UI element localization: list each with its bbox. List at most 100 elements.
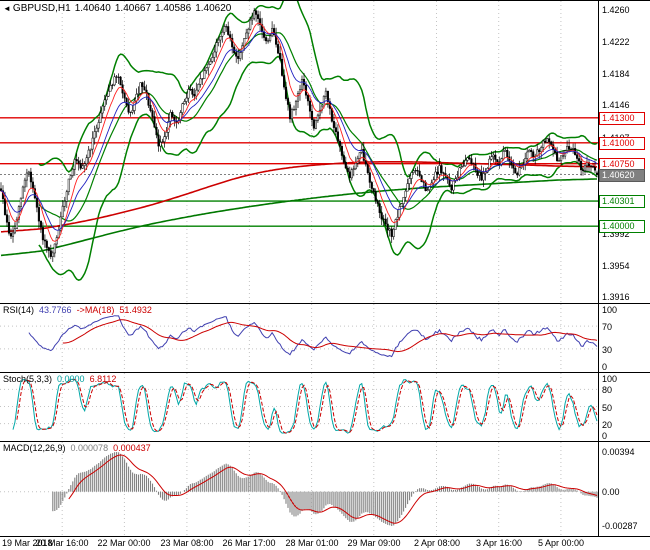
candle-body (19, 197, 22, 207)
candle-body (143, 86, 146, 91)
time-axis-label: 29 Mar 09:00 (347, 538, 401, 548)
candle-body (273, 28, 276, 36)
candle-body (530, 149, 533, 152)
candle-body (464, 160, 467, 167)
stoch-axis-label: 80 (602, 385, 613, 395)
candle-body (476, 169, 479, 176)
candle-body (49, 250, 52, 257)
fast-ma-blue-line (0, 30, 598, 231)
rsi-value: 43.7766 (39, 305, 72, 315)
candle-body (410, 172, 413, 179)
candle-body (5, 214, 9, 223)
candle-body (169, 112, 172, 122)
candle-body (514, 167, 517, 174)
rsi-ma-line (62, 319, 598, 353)
candle-body (314, 120, 317, 129)
candle-body (540, 147, 543, 152)
price-axis-label: 1.4222 (602, 37, 630, 47)
candle-body (183, 101, 186, 105)
rsi-axis-label: 100 (602, 305, 618, 315)
candle-body (312, 119, 315, 129)
candle-body (209, 61, 212, 65)
candle-body (249, 19, 252, 30)
candle-body (412, 170, 415, 173)
candle-body (310, 110, 314, 120)
macd-axis-label: -0.00287 (602, 521, 638, 531)
price-axis-label: 1.4146 (602, 100, 630, 110)
candle-body (358, 152, 361, 159)
macd-signal-value: 0.000437 (113, 443, 151, 453)
candle-body (125, 97, 128, 106)
candle-body (217, 39, 220, 43)
candle-body (85, 157, 88, 165)
candle-body (532, 151, 535, 158)
low-value: 1.40586 (155, 3, 192, 14)
macd-plot-area[interactable] (0, 442, 598, 536)
candle-body (585, 162, 589, 167)
candle-body (109, 85, 112, 92)
candle-body (518, 167, 521, 176)
candle-body (157, 134, 160, 147)
candle-body (203, 70, 206, 79)
candle-body (350, 169, 353, 179)
candle-body (51, 252, 54, 257)
candle-body (294, 100, 298, 110)
candle-body (589, 165, 593, 167)
candle-body (526, 151, 529, 159)
candle-body (21, 186, 24, 199)
candle-body (69, 175, 72, 180)
candle-body (414, 170, 417, 172)
candle-body (153, 116, 156, 128)
candle-body (111, 84, 114, 86)
candle-body (450, 184, 453, 191)
candle-body (512, 164, 515, 169)
candle-body (139, 82, 142, 94)
macd-label: MACD(12,26,9) 0.000078 0.000437 (3, 443, 156, 453)
candle-body (173, 116, 176, 122)
rsi-plot-area[interactable] (0, 304, 598, 372)
candle-body (187, 89, 190, 99)
rsi-name: RSI(14) (3, 305, 35, 315)
long-ma-red-line (0, 161, 598, 233)
candle-body (93, 131, 96, 139)
candle-body (426, 189, 429, 191)
candle-body (133, 100, 136, 111)
stochastic-plot-area[interactable] (0, 373, 598, 441)
candle-body (215, 42, 218, 53)
candle-body (362, 149, 365, 161)
candle-body (288, 104, 292, 120)
candle-body (213, 51, 216, 58)
candle-body (324, 90, 327, 97)
candle-body (127, 104, 130, 113)
candle-body (205, 67, 208, 72)
candle-body (41, 227, 44, 241)
candle-body (438, 165, 441, 175)
candle-body (466, 157, 469, 161)
candle-body (400, 203, 403, 207)
candle-body (462, 165, 465, 167)
candle-body (368, 172, 371, 183)
candle-body (237, 56, 240, 59)
candle-body (376, 200, 379, 204)
candle-body (354, 162, 357, 170)
stoch-axis-label: 0 (602, 431, 608, 441)
rsi-ma-name: ->MA(18) (76, 305, 115, 315)
bollinger-upper-line (38, 1, 598, 178)
candle-body (75, 159, 78, 162)
candle-body (29, 171, 32, 183)
candle-body (398, 206, 401, 218)
time-axis-label: 28 Mar 01:00 (285, 538, 339, 548)
candle-body (496, 159, 499, 163)
candle-body (468, 157, 471, 159)
candle-body (566, 146, 569, 151)
candle-body (478, 172, 481, 176)
candle-body (490, 156, 493, 160)
candle-body (185, 97, 188, 102)
close-value: 1.40620 (195, 3, 232, 14)
candle-body (79, 163, 82, 169)
candle-body (290, 109, 294, 120)
collapse-arrow-icon[interactable]: ◄ (3, 4, 11, 13)
candle-body (436, 171, 439, 175)
candle-body (281, 58, 284, 76)
price-plot-area[interactable] (0, 1, 598, 303)
